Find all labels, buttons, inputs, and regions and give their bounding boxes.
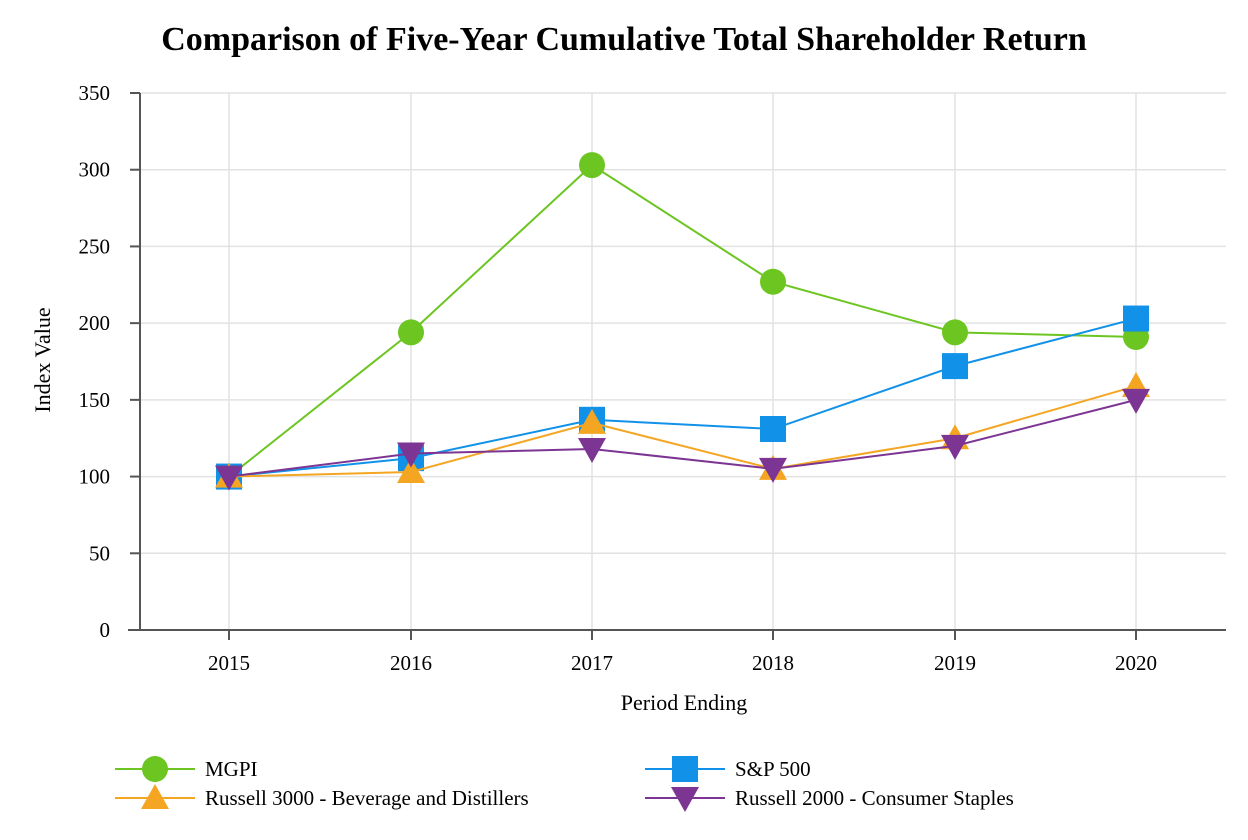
series-russell-2000-consumer-staples: Russell 2000 - Consumer Staples 2015: 10… (215, 388, 1150, 491)
y-tick-label: 300 (79, 158, 111, 182)
legend: MGPI S&P 500 Russell 3000 - Beverage and D… (115, 756, 1014, 812)
legend-label: MGPI (205, 757, 258, 781)
legend-marker (671, 787, 699, 812)
legend-marker (141, 784, 169, 809)
data-point-russell-2000-consumer-staples: Russell 2000 - Consumer Staples 2020: 15… (1122, 388, 1150, 414)
legend-label: Russell 2000 - Consumer Staples (735, 786, 1014, 810)
y-tick-label: 50 (89, 541, 110, 565)
series-line-russell-3000-beverage-and-distillers (228, 385, 1137, 478)
series-mgpi: MGPI 2015: 100MGPI 2016: 194MGPI 2017: 3… (216, 152, 1149, 490)
legend-item-s-p-500: S&P 500 (645, 756, 811, 782)
y-tick-label: 250 (79, 234, 111, 258)
y-tick-label: 200 (79, 311, 111, 335)
series-layer: MGPI 2015: 100MGPI 2016: 194MGPI 2017: 3… (215, 152, 1150, 491)
y-tick-label: 350 (79, 81, 111, 105)
axes: 0 50 100 150 200 250 300 350 2015 2016 2017 2018 201… (79, 81, 1226, 675)
data-point-s-p-500: S&P 500 2018: 131 (760, 416, 786, 443)
data-point-mgpi: MGPI 2017: 303 (579, 152, 605, 179)
x-tick-label: 2015 (208, 651, 250, 675)
data-point-russell-3000-beverage-and-distillers: Russell 3000 - Beverage and Distillers 2… (397, 457, 425, 483)
data-point-s-p-500: S&P 500 2020: 203 (1123, 305, 1149, 332)
x-tick-label: 2018 (752, 651, 794, 675)
data-point-russell-2000-consumer-staples: Russell 2000 - Consumer Staples 2019: 12… (941, 434, 969, 460)
x-axis-label: Period Ending (621, 690, 748, 715)
x-tick-label: 2017 (571, 651, 613, 675)
legend-marker (142, 756, 168, 782)
series-line-mgpi (228, 163, 1137, 478)
y-tick-label: 0 (100, 618, 111, 642)
data-point-russell-2000-consumer-staples: Russell 2000 - Consumer Staples 2017: 11… (578, 437, 606, 463)
legend-item-mgpi: MGPI (115, 756, 258, 782)
data-point-s-p-500: S&P 500 2019: 172 (942, 353, 968, 380)
y-axis-label: Index Value (30, 307, 55, 412)
data-point-mgpi: MGPI 2018: 227 (760, 268, 786, 295)
legend-item-russell-2000-consumer-staples: Russell 2000 - Consumer Staples (645, 786, 1014, 812)
legend-label: Russell 3000 - Beverage and Distillers (205, 786, 529, 810)
y-tick-label: 100 (79, 465, 111, 489)
series-russell-3000-beverage-and-distillers: Russell 3000 - Beverage and Distillers 2… (215, 372, 1150, 488)
x-tick-label: 2020 (1115, 651, 1157, 675)
legend-label: S&P 500 (735, 757, 811, 781)
x-tick-label: 2016 (390, 651, 432, 675)
data-point-mgpi: MGPI 2016: 194 (398, 319, 424, 346)
data-point-mgpi: MGPI 2019: 194 (942, 319, 968, 346)
data-point-russell-2000-consumer-staples: Russell 2000 - Consumer Staples 2016: 11… (397, 442, 425, 468)
legend-item-russell-3000-beverage-and-distillers: Russell 3000 - Beverage and Distillers (115, 784, 529, 810)
chart-title: Comparison of Five-Year Cumulative Total… (161, 21, 1087, 58)
y-tick-label: 150 (79, 388, 111, 412)
data-point-russell-3000-beverage-and-distillers: Russell 3000 - Beverage and Distillers 2… (578, 408, 606, 434)
series-line-s-p-500 (228, 317, 1137, 478)
legend-marker (672, 756, 698, 782)
x-tick-label: 2019 (934, 651, 976, 675)
series-line-russell-2000-consumer-staples (228, 398, 1137, 478)
grid (140, 92, 1226, 630)
data-point-russell-2000-consumer-staples: Russell 2000 - Consumer Staples 2015: 10… (215, 465, 243, 491)
data-point-russell-2000-consumer-staples: Russell 2000 - Consumer Staples 2018: 10… (759, 457, 787, 483)
